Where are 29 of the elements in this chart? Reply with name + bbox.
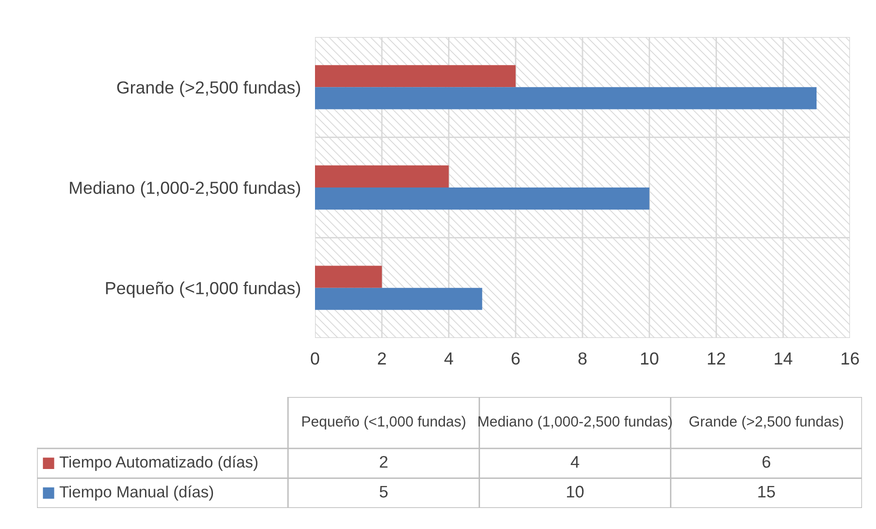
bar [315, 188, 650, 210]
category-label: Grande (>2,500 fundas) [689, 416, 844, 430]
legend-label: Tiempo Automatizado (días) [60, 456, 258, 471]
data-label: 6 [762, 456, 770, 468]
x-tick-label: 2 [378, 352, 386, 364]
x-tick-label: 16 [842, 352, 859, 365]
y-tick-label: Grande (>2,500 fundas) [117, 80, 300, 98]
x-tick-label: 6 [512, 352, 520, 365]
data-label: 4 [570, 456, 580, 468]
legend-label: Tiempo Manual (días) [60, 486, 214, 501]
data-label: 2 [380, 456, 388, 468]
x-tick-label: 10 [641, 352, 658, 365]
x-tick-label: 0 [310, 352, 320, 365]
x-tick-label: 12 [708, 352, 726, 364]
bar [315, 266, 382, 288]
data-label: 15 [758, 486, 775, 498]
data-label: 10 [567, 486, 584, 498]
bar [315, 288, 482, 310]
y-tick-label: Pequeño (<1,000 fundas) [106, 282, 300, 298]
category-label: Pequeño (<1,000 fundas) [302, 416, 466, 430]
data-label: 5 [380, 486, 388, 498]
bar [315, 165, 449, 188]
bar [315, 87, 817, 110]
x-tick-label: 4 [444, 352, 454, 364]
y-tick-label: Mediano (1,000-2,500 fundas) [70, 181, 300, 198]
x-tick-label: 14 [774, 352, 792, 364]
category-label: Mediano (1,000-2,500 fundas) [478, 416, 672, 430]
bar [315, 65, 516, 88]
x-tick-label: 8 [578, 352, 587, 365]
